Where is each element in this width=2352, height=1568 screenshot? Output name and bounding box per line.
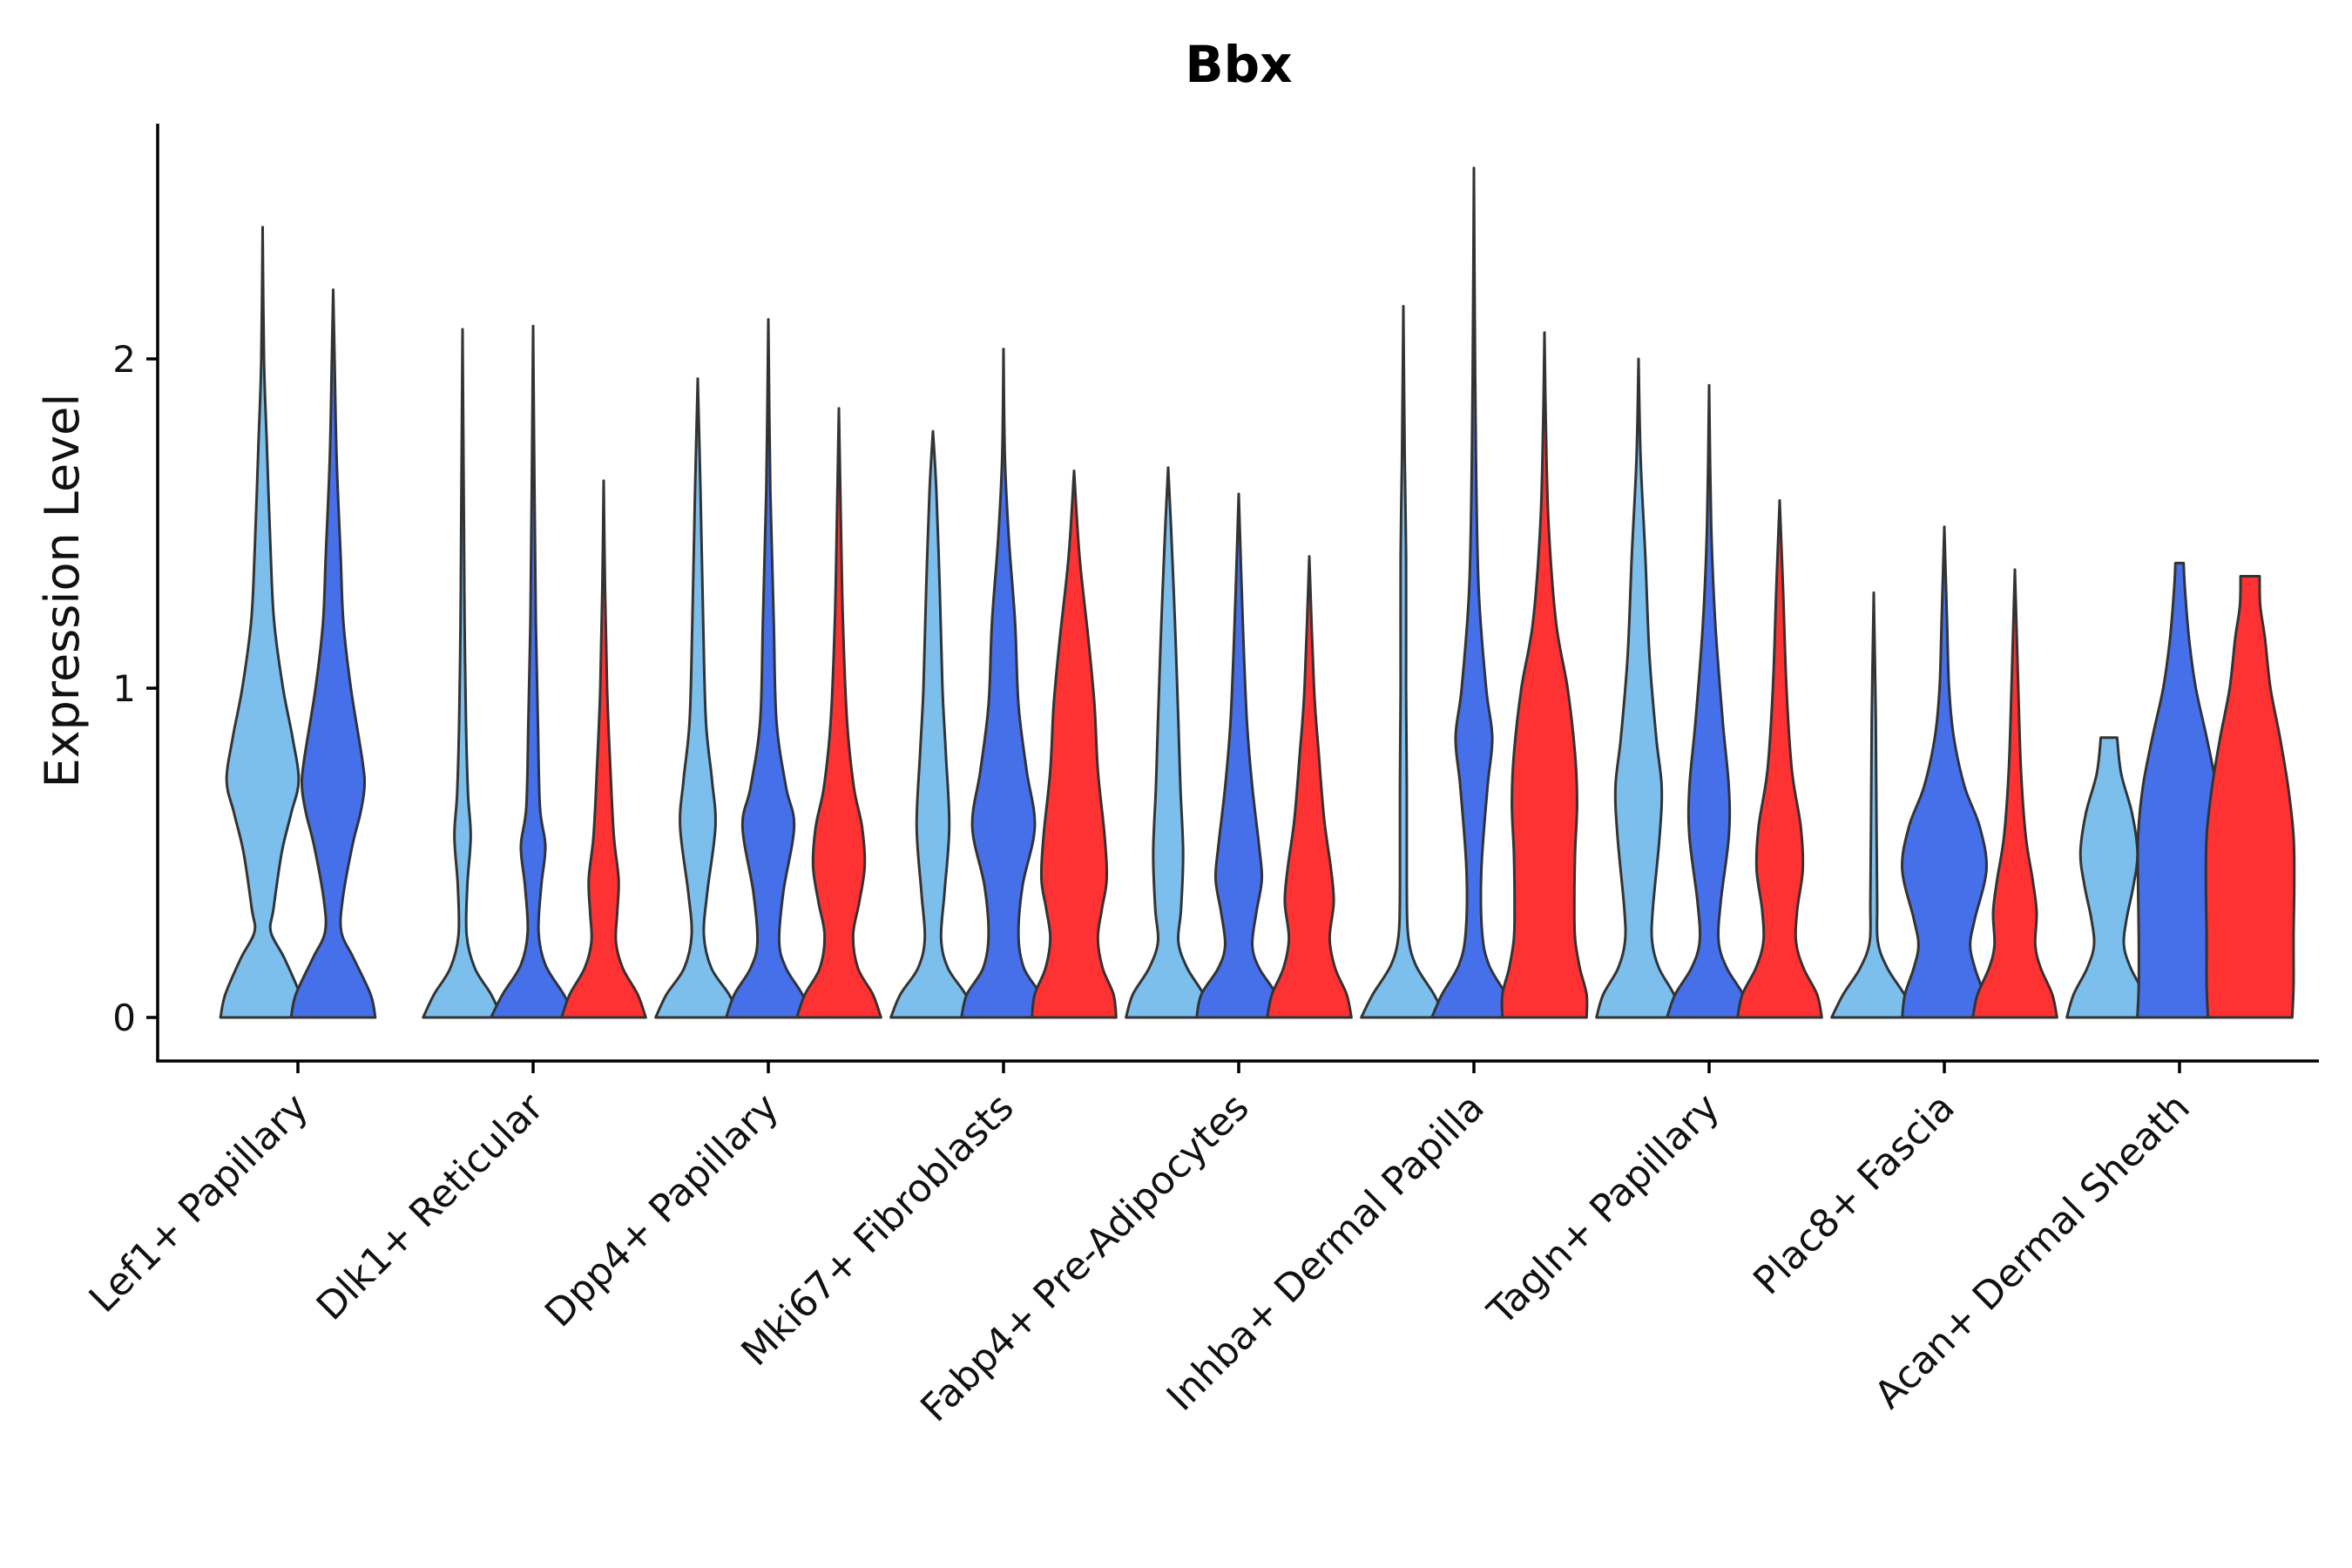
violin-group1 <box>219 226 307 1019</box>
violin-group3 <box>1971 568 2058 1019</box>
violin-group3 <box>560 479 647 1019</box>
violin-group3 <box>1266 555 1353 1019</box>
violin-group3 <box>1500 331 1589 1019</box>
y-tick-label: 1 <box>112 667 136 710</box>
violin-group3 <box>795 407 882 1019</box>
violin-group2 <box>289 288 377 1019</box>
violin-group1 <box>889 429 977 1019</box>
violin-layer <box>219 166 2296 1019</box>
violin-group1 <box>1125 466 1212 1019</box>
x-tick-label: Dpp4+ Papillary <box>537 1085 787 1336</box>
violin-group3 <box>1031 470 1118 1019</box>
x-tick-label: Plac8+ Fascia <box>1745 1085 1963 1304</box>
violin-group1 <box>2065 736 2153 1019</box>
y-axis-label: Expression Level <box>35 394 90 788</box>
violin-group1 <box>654 377 741 1019</box>
violin-group2 <box>725 318 812 1019</box>
y-tick-label: 2 <box>112 338 136 381</box>
violin-group2 <box>960 348 1047 1019</box>
violin-group1 <box>1830 591 1917 1019</box>
x-tick-label: Tagln+ Papillary <box>1479 1085 1728 1335</box>
violin-group2 <box>1666 383 1753 1019</box>
violin-group2 <box>1195 492 1282 1019</box>
violin-group1 <box>1595 357 1682 1019</box>
violin-group3 <box>2204 574 2296 1019</box>
y-ticks: 0 1 2 <box>112 338 158 1039</box>
violin-group3 <box>1736 499 1823 1019</box>
violin-group2 <box>1430 166 1517 1019</box>
violin-group1 <box>1360 305 1447 1019</box>
violin-group2 <box>1901 525 1988 1019</box>
violin-group1 <box>422 328 504 1019</box>
y-tick-label: 0 <box>112 997 136 1039</box>
violin-group2 <box>490 324 577 1019</box>
x-tick-label: Lef1+ Papillary <box>81 1085 317 1321</box>
chart-title: Bbx <box>1185 35 1292 94</box>
x-tick-label: Dlk1+ Reticular <box>308 1085 553 1329</box>
